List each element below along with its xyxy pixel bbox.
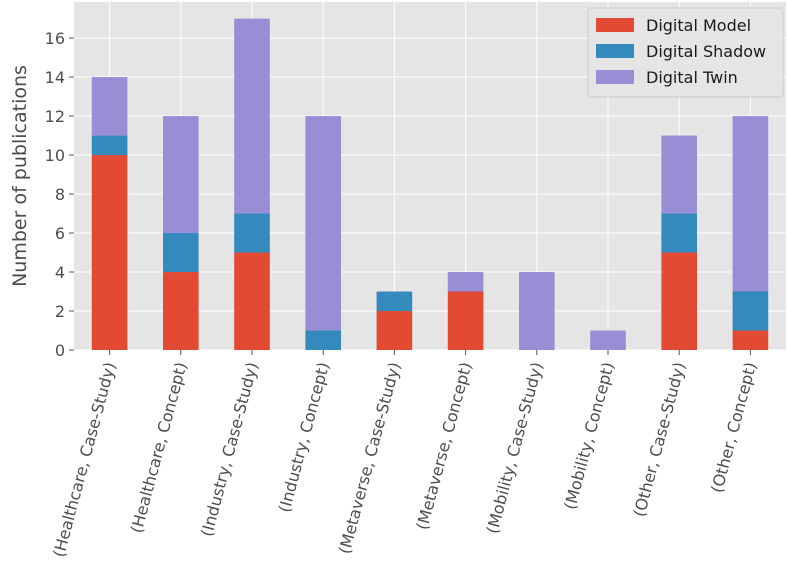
y-tick-label: 10 [45,146,65,165]
x-tick-label: (Metaverse, Case-Study) [335,360,404,556]
bar-digital-shadow [305,330,341,350]
y-tick-label: 0 [55,341,65,360]
bar-digital-shadow [661,213,697,253]
x-tick-label: (Mobility, Concept) [560,360,618,511]
bar-digital-shadow [91,135,128,156]
legend-label: Digital Model [646,16,751,35]
y-axis-label: Number of publications [9,65,31,287]
x-tick-label: (Industry, Concept) [275,360,333,514]
legend-box [587,7,784,98]
bar-digital-shadow [376,291,413,312]
bar-digital-model [234,252,270,350]
bars-group [91,18,769,350]
legend-swatch [596,70,634,84]
y-tick-label: 2 [55,302,65,321]
y-tick-label: 4 [55,263,65,282]
legend-swatch [596,18,634,32]
y-tick-label: 8 [55,185,65,204]
bar-digital-shadow [732,291,769,331]
y-tick-label: 14 [45,68,65,87]
x-axis-ticks: (Healthcare, Case-Study) (Healthcare, Con… [49,350,760,559]
bar-digital-model [376,311,413,350]
bar-digital-twin [590,330,626,350]
x-tick-label: (Mobility, Case-Study) [483,360,547,536]
bar-digital-shadow [234,213,270,253]
legend: Digital Model Digital Shadow Digital Twin [587,7,784,98]
bar-digital-twin [163,116,199,234]
legend-label: Digital Shadow [646,42,766,61]
x-tick-label: (Other, Concept) [707,360,760,495]
bar-digital-twin [305,116,341,331]
x-tick-label: (Healthcare, Case-Study) [49,360,119,559]
bar-digital-twin [661,135,697,214]
bar-digital-twin [91,77,128,136]
legend-label: Digital Twin [646,68,738,87]
y-tick-label: 16 [45,29,65,48]
bar-digital-model [661,252,697,350]
bar-digital-model [163,272,199,350]
bar-digital-twin [732,116,769,292]
bar-digital-twin [447,272,484,292]
bar-digital-twin [234,18,270,214]
x-tick-label: (Healthcare, Concept) [127,360,191,535]
bar-digital-model [447,291,484,350]
bar-digital-twin [519,272,555,350]
bar-digital-model [91,155,128,350]
x-tick-label: (Industry, Case-Study) [197,360,262,538]
legend-swatch [596,44,634,58]
x-tick-label: (Other, Case-Study) [630,360,690,519]
y-tick-label: 6 [55,224,65,243]
y-axis-ticks: 0 2 4 6 8 10 12 14 16 [45,29,74,360]
x-tick-label: (Metaverse, Concept) [412,360,475,532]
y-tick-label: 12 [45,107,65,126]
bar-digital-model [732,330,769,350]
bar-digital-shadow [163,233,199,273]
